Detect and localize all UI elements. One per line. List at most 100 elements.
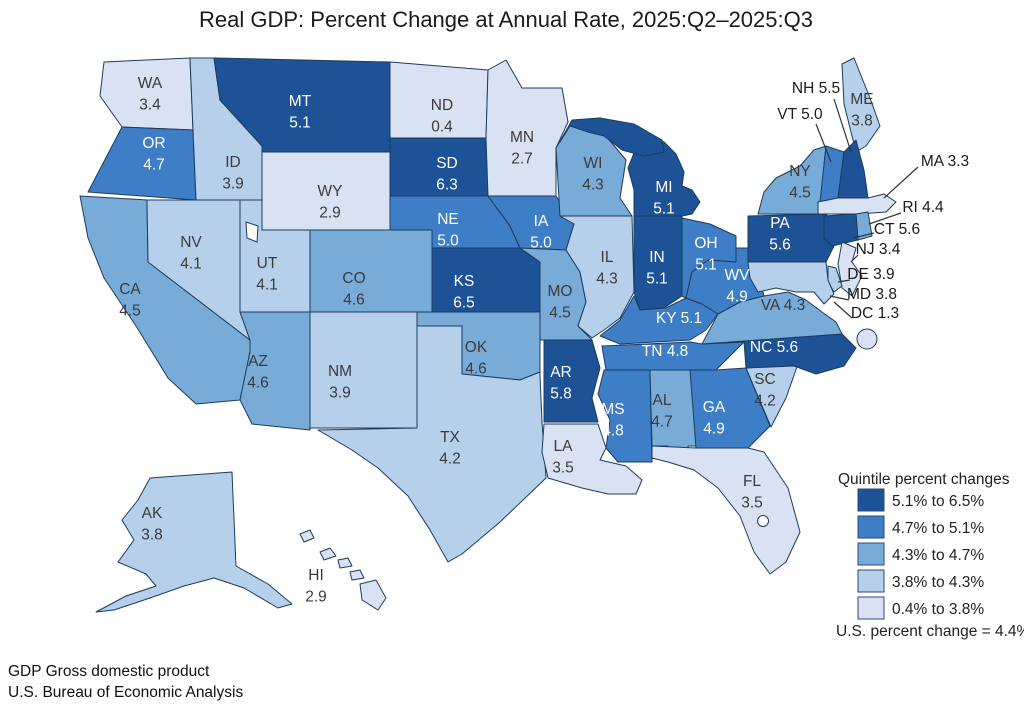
state-hi	[299, 529, 315, 543]
state-label-ny: NY	[789, 163, 811, 180]
state-label-ca: CA	[119, 281, 141, 298]
state-value-tx: 4.2	[439, 451, 461, 468]
great-salt-lake	[245, 221, 259, 243]
us-percent-change-note: U.S. percent change = 4.4%	[836, 623, 1024, 640]
state-label-nc: NC 5.6	[750, 339, 798, 356]
chart-title: Real GDP: Percent Change at Annual Rate,…	[199, 7, 813, 32]
callout-line-md	[829, 295, 850, 301]
callout-line-nh	[833, 98, 852, 153]
state-label-ga: GA	[703, 399, 726, 416]
callout-label-md: MD 3.8	[847, 286, 897, 303]
state-value-ak: 3.8	[141, 527, 163, 544]
state-label-ne: NE	[437, 211, 459, 228]
state-value-wi: 4.3	[582, 177, 604, 194]
state-ks	[431, 247, 541, 313]
state-label-pa: PA	[770, 215, 790, 232]
state-label-nm: NM	[328, 363, 352, 380]
state-hi	[337, 557, 353, 569]
state-label-id: ID	[225, 154, 241, 171]
state-label-ms: MS	[601, 401, 624, 418]
state-label-co: CO	[342, 270, 365, 287]
state-label-nv: NV	[180, 234, 202, 251]
state-nm	[309, 311, 418, 429]
state-label-sd: SD	[436, 155, 458, 172]
state-label-nd: ND	[431, 97, 453, 114]
callout-label-ma: MA 3.3	[921, 153, 969, 170]
state-value-fl: 3.5	[741, 495, 763, 512]
state-value-sd: 6.3	[436, 177, 458, 194]
state-md	[747, 261, 835, 305]
state-value-me: 3.8	[851, 113, 873, 130]
state-label-il: IL	[601, 249, 614, 266]
state-value-wy: 2.9	[319, 205, 341, 222]
state-hi	[319, 547, 337, 561]
state-value-ca: 4.5	[119, 303, 141, 320]
state-me	[841, 57, 881, 153]
state-value-ar: 5.8	[550, 386, 572, 403]
state-hi	[359, 579, 387, 611]
state-label-mn: MN	[510, 129, 534, 146]
state-value-oh: 5.1	[695, 257, 717, 274]
state-value-wa: 3.4	[139, 97, 161, 114]
state-value-ga: 4.9	[703, 421, 725, 438]
callout-label-de: DE 3.9	[847, 266, 894, 283]
state-label-mi: MI	[655, 179, 672, 196]
callout-line-de	[837, 279, 851, 283]
legend-label-q5: 0.4% to 3.8%	[892, 601, 984, 618]
state-tx	[317, 325, 547, 563]
state-co	[309, 229, 433, 313]
state-label-wi: WI	[584, 155, 603, 172]
state-value-ne: 5.0	[437, 233, 459, 250]
legend-label-q1: 5.1% to 6.5%	[892, 493, 984, 510]
state-value-al: 4.7	[651, 414, 673, 431]
state-value-nv: 4.1	[180, 256, 202, 273]
state-value-ut: 4.1	[256, 277, 278, 294]
legend-swatch-q4	[857, 569, 885, 593]
state-label-ky: KY 5.1	[656, 310, 702, 327]
legend-item: 4.3% to 4.7%	[857, 542, 984, 566]
state-value-hi: 2.9	[305, 589, 327, 606]
state-hi	[349, 569, 365, 581]
state-value-ks: 6.5	[453, 295, 475, 312]
state-label-tx: TX	[440, 429, 460, 446]
state-value-la: 3.5	[552, 460, 574, 477]
legend-label-q2: 4.7% to 5.1%	[892, 520, 984, 537]
state-value-id: 3.9	[222, 176, 244, 193]
state-value-az: 4.6	[247, 375, 269, 392]
state-value-mn: 2.7	[511, 151, 533, 168]
lake-okeechobee	[757, 515, 769, 527]
state-value-mi: 5.1	[653, 201, 675, 218]
state-dc	[856, 328, 878, 350]
legend-item: 5.1% to 6.5%	[857, 488, 984, 512]
state-label-ia: IA	[534, 213, 549, 230]
state-value-or: 4.7	[143, 157, 165, 174]
state-label-ar: AR	[550, 364, 572, 381]
callout-line-dc	[833, 301, 853, 319]
legend-swatch-q5	[857, 596, 885, 620]
callout-label-dc: DC 1.3	[851, 305, 899, 322]
state-value-ia: 5.0	[530, 235, 552, 252]
state-label-va: VA 4.3	[761, 297, 806, 314]
state-label-in: IN	[649, 249, 665, 266]
legend-swatch-q1	[857, 488, 885, 512]
legend-item: 0.4% to 3.8%	[857, 596, 984, 620]
state-ar	[543, 339, 601, 423]
callout-line-ri	[868, 212, 902, 225]
state-label-fl: FL	[743, 473, 761, 490]
state-label-tn: TN 4.8	[642, 343, 689, 360]
state-ak	[95, 471, 293, 613]
legend-title: Quintile percent changes	[838, 471, 1010, 488]
state-label-wy: WY	[318, 183, 343, 200]
state-label-mo: MO	[548, 283, 573, 300]
water-layer	[245, 221, 769, 527]
state-value-co: 4.6	[343, 292, 365, 309]
callout-label-ri: RI 4.4	[902, 199, 944, 216]
state-label-ok: OK	[465, 339, 488, 356]
state-value-il: 4.3	[596, 271, 618, 288]
state-label-me: ME	[850, 91, 873, 108]
state-label-mt: MT	[289, 93, 312, 110]
state-label-ks: KS	[454, 273, 475, 290]
callout-label-ct: CT 5.6	[874, 221, 920, 238]
callout-line-nj	[850, 254, 859, 263]
